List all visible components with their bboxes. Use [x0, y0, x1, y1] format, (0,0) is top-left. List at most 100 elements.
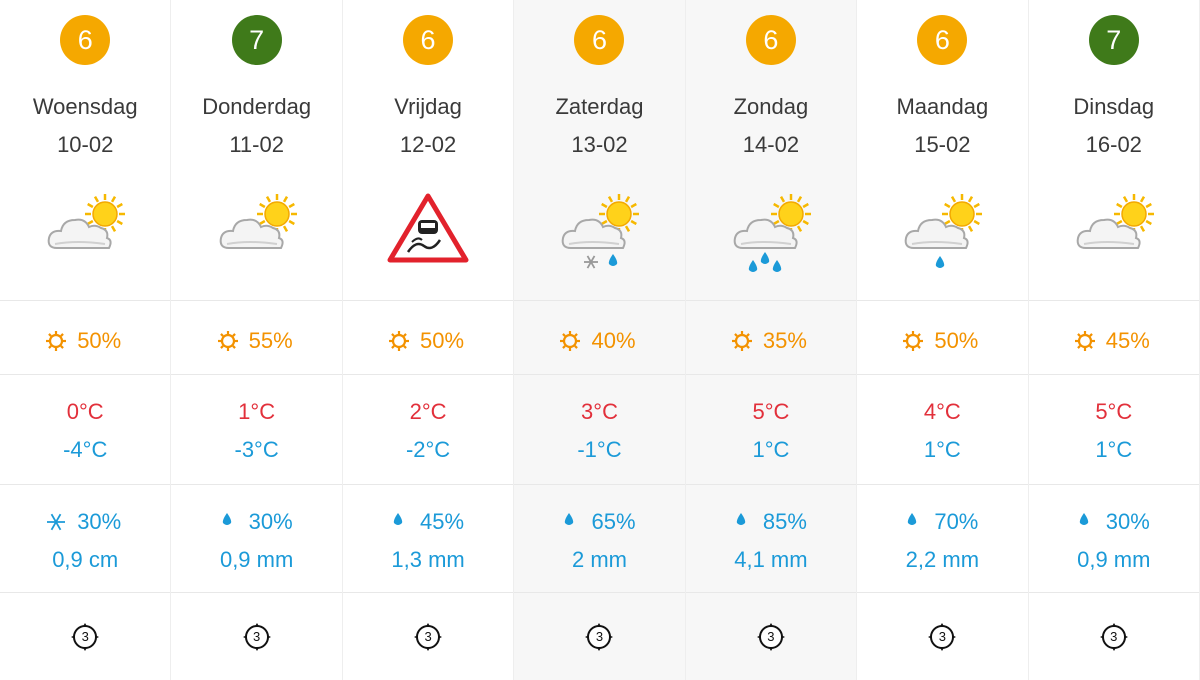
weather-icon-part — [772, 219, 780, 226]
sun-icon-part — [391, 345, 395, 349]
sun-icon-part — [734, 333, 750, 349]
day-column: 6 Woensdag 10-02 50% 0°C -4°C 30% 0,9 cm 3 — [0, 0, 172, 680]
sun-icon-part — [403, 345, 407, 349]
precip-amount: 1,3 mm — [391, 547, 465, 572]
row-divider — [514, 592, 685, 593]
wind-compass — [756, 623, 785, 651]
weather-icon-part — [630, 219, 638, 226]
row-divider — [171, 300, 342, 301]
day-column: 7 Donderdag 11-02 55% 1°C -3°C 30% 0,9 mm 3 — [171, 0, 343, 680]
precip-icon — [47, 513, 66, 531]
sun-icon-part — [574, 333, 579, 337]
row-divider — [342, 300, 514, 301]
weather-icon-part — [584, 255, 599, 269]
wind-compass — [1099, 623, 1128, 651]
sun-icon-part — [562, 333, 567, 337]
sun-icon-part — [905, 333, 910, 337]
precip-chance: 45% — [420, 509, 465, 534]
weather-icon-part — [1145, 202, 1152, 209]
date: 11-02 — [229, 132, 284, 157]
sun-icon-part — [1088, 345, 1093, 349]
weather-icon-part — [772, 202, 780, 209]
sun-icon-part — [219, 333, 224, 337]
weather-icon-part — [282, 225, 288, 232]
wind-compass-part — [587, 625, 612, 649]
date: 14-02 — [742, 132, 800, 157]
sun-chance: 40% — [591, 328, 636, 353]
precip-amount: 4,1 mm — [734, 547, 808, 572]
weather-icon-part — [1121, 201, 1147, 227]
weather-icon-part — [951, 196, 957, 203]
day-name: Donderdag — [202, 94, 312, 119]
row-divider — [171, 374, 342, 375]
precip-amount: 2 mm — [571, 547, 627, 572]
wind-compass-part — [930, 625, 955, 649]
precip-amount: 0,9 mm — [1077, 547, 1151, 572]
max-temp: 4°C — [923, 399, 961, 424]
weather-icon-part — [796, 196, 803, 203]
wind-force: 3 — [938, 629, 946, 644]
weather-icon-part — [936, 256, 945, 268]
max-temp: 5°C — [752, 399, 790, 424]
wind-compass-part — [244, 625, 269, 649]
max-temp: 5°C — [1095, 399, 1133, 424]
precip-chance: 30% — [77, 509, 122, 534]
sun-icon-part — [574, 345, 579, 349]
weather-icon — [905, 194, 983, 268]
weather-icon-part — [116, 219, 124, 226]
min-temp: -2°C — [405, 437, 451, 462]
weather-icon-part — [733, 218, 798, 249]
score-badge: 7 — [231, 15, 282, 65]
wind-force: 3 — [595, 629, 604, 644]
weather-icon-part — [288, 202, 295, 209]
weather-icon-part — [968, 196, 974, 203]
day-column: 6 Vrijdag 12-02 50% 2°C -2°C 45% 1,3 mm 3 — [342, 0, 515, 680]
sun-icon-part — [220, 333, 235, 349]
max-temp: 2°C — [409, 399, 447, 424]
weather-icon-part — [94, 196, 100, 203]
date: 12-02 — [399, 132, 457, 157]
weather-icon-part — [1122, 196, 1128, 203]
weather-icon — [562, 194, 640, 269]
weather-icon-part — [772, 260, 782, 272]
weather-icon-part — [55, 241, 106, 245]
weather-icon-part — [226, 241, 277, 245]
precip-chance: 30% — [1105, 509, 1150, 534]
row-divider — [857, 484, 1028, 485]
weather-icon-part — [1115, 202, 1123, 209]
sun-icon-part — [563, 333, 578, 349]
day-name: Zaterdag — [555, 94, 644, 119]
sun-icon-part — [1076, 333, 1081, 337]
sun-icon-part — [917, 333, 922, 337]
max-temp: 0°C — [66, 399, 104, 424]
date: 13-02 — [571, 132, 628, 157]
row-divider — [685, 374, 857, 375]
precip-icon-part — [393, 513, 403, 525]
weather-icon-part — [973, 219, 981, 226]
max-temp: 1°C — [238, 399, 276, 424]
precip-icon-part — [736, 513, 746, 525]
weather-icon-part — [111, 225, 117, 232]
row-divider — [0, 374, 171, 375]
row-divider — [1028, 592, 1199, 593]
weather-icon-part — [87, 219, 94, 226]
precip-icon-part — [565, 513, 574, 525]
day-column: 6 Zondag 14-02 35% 5°C 1°C 85% 4,1 mm 3 — [685, 0, 858, 680]
weather-icon-part — [779, 196, 786, 203]
precip-icon — [393, 513, 403, 525]
sun-icon — [731, 331, 752, 351]
day-name: Maandag — [896, 94, 989, 119]
wind-compass — [414, 623, 443, 651]
weather-icon-part — [407, 239, 442, 253]
sun-icon — [903, 331, 924, 351]
row-divider — [685, 484, 857, 485]
row-divider — [1028, 300, 1199, 301]
precip-icon-part — [1079, 513, 1088, 525]
row-divider — [1028, 374, 1199, 375]
sun-icon-part — [49, 333, 64, 349]
precip-icon-part — [222, 513, 231, 525]
precip-icon-part — [908, 513, 917, 525]
sun-icon-part — [219, 345, 224, 349]
weather-icon-part — [92, 201, 118, 227]
sun-icon-part — [48, 345, 53, 349]
